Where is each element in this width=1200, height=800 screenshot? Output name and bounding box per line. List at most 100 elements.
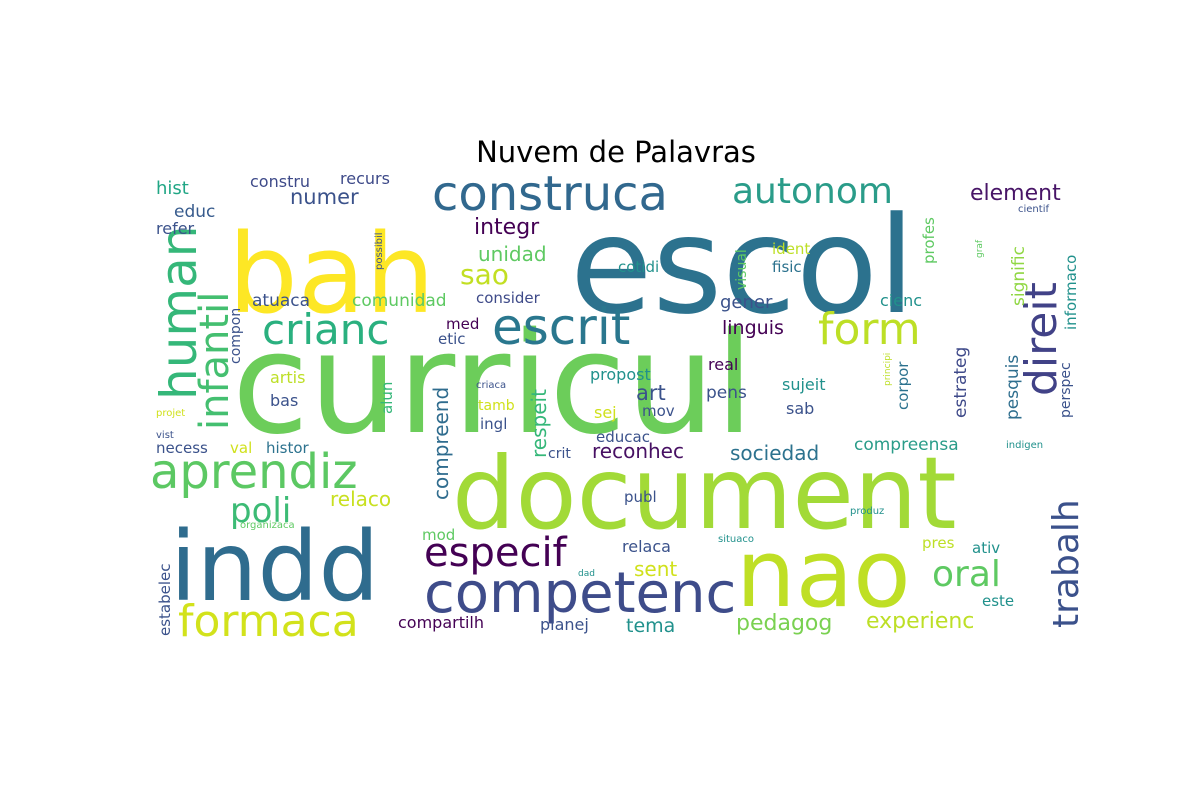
word-sociedad: sociedad [730, 441, 819, 465]
word-direit: direit [1016, 282, 1067, 396]
word-respeit: respeit [527, 389, 551, 458]
word-mov: mov [642, 402, 675, 420]
word-crit: crit [548, 446, 571, 462]
word-linguis: linguis [722, 317, 784, 339]
word-organizaca: organizaca [240, 520, 295, 531]
word-produz: produz [850, 506, 884, 517]
word-nao: nao [736, 520, 911, 629]
word-real: real [708, 355, 738, 374]
word-pres: pres [922, 534, 955, 552]
word-planej: planej [540, 615, 589, 634]
word-corpor: corpor [894, 361, 912, 410]
word-necess: necess [156, 439, 208, 457]
word-indigen: indigen [1006, 440, 1043, 451]
word-constru: constru [250, 172, 310, 191]
word-cienc: cienc [880, 291, 922, 310]
word-estabelec: estabelec [156, 563, 174, 636]
word-element: element [970, 181, 1061, 206]
word-curricul: curricul [232, 303, 754, 466]
word-projet: projet [156, 408, 185, 419]
word-crianc: crianc [262, 305, 389, 354]
word-sab: sab [786, 399, 814, 418]
word-criaca: criaca [476, 380, 506, 391]
word-unidad: unidad [478, 242, 547, 266]
word-aprendiz: aprendiz [150, 444, 358, 500]
word-refer: refer [156, 219, 195, 238]
word-artis: artis [270, 368, 305, 387]
word-comunidad: comunidad [352, 291, 447, 311]
word-informaco: informaco [1062, 255, 1080, 330]
word-autonom: autonom [732, 171, 893, 212]
word-etic: etic [438, 330, 466, 348]
word-escrit: escrit [492, 298, 630, 356]
word-bas: bas [270, 391, 298, 410]
word-compreensa: compreensa [854, 435, 959, 455]
word-ident: ident [772, 240, 810, 258]
word-este: este [982, 592, 1014, 610]
word-numer: numer [290, 185, 359, 209]
word-dad: dad [578, 569, 595, 579]
word-propost: propost [590, 365, 651, 384]
word-pens: pens [706, 383, 747, 403]
word-integr: integr [474, 215, 540, 240]
word-educac: educac [596, 428, 650, 446]
word-indd: indd [170, 511, 379, 623]
word-experienc: experienc [866, 609, 974, 634]
word-human: human [150, 226, 208, 400]
word-hist: hist [156, 178, 189, 199]
word-consider: consider [476, 289, 541, 307]
word-sej: sej [594, 403, 617, 422]
word-relaca: relaca [622, 537, 671, 556]
word-tema: tema [626, 615, 675, 637]
word-possibil: possibil [374, 232, 385, 270]
word-cientif: cientif [1018, 204, 1049, 215]
word-construca: construca [432, 166, 668, 222]
word-med: med [446, 315, 479, 333]
word-sujeit: sujeit [782, 375, 825, 394]
word-reconhec: reconhec [592, 439, 684, 463]
word-compon: compon [228, 308, 244, 364]
word-bah: bah [228, 210, 435, 338]
word-profes: profes [920, 217, 938, 264]
word-relaco: relaco [330, 487, 391, 511]
word-poli: poli [230, 491, 291, 531]
word-educ: educ [174, 202, 215, 222]
word-trabalh: trabalh [1046, 499, 1087, 628]
word-situaco: situaco [718, 534, 754, 545]
word-oral: oral [932, 554, 1001, 595]
word-mod: mod [422, 526, 455, 544]
word-visual: visual [734, 249, 750, 290]
word-perspec: perspec [1058, 362, 1074, 418]
word-ingl: ingl [480, 415, 507, 433]
word-compreend: compreend [429, 387, 453, 500]
word-val: val [230, 439, 252, 457]
word-escol: escol [570, 188, 915, 344]
word-tamb: tamb [478, 398, 515, 414]
word-gener: gener [720, 292, 773, 313]
word-competenc: competenc [424, 561, 736, 626]
word-compartilh: compartilh [398, 613, 484, 632]
word-form: form [818, 304, 921, 355]
word-pedagog: pedagog [736, 611, 832, 636]
chart-title: Nuvem de Palavras [476, 135, 756, 169]
word-ativ: ativ [972, 539, 1000, 557]
word-signific: signific [1009, 246, 1029, 306]
word-especif: especif [424, 530, 568, 576]
word-graf: graf [975, 239, 985, 258]
word-art: art [636, 381, 666, 405]
word-alun: alun [378, 382, 396, 414]
word-vist: vist [156, 430, 174, 441]
word-histor: histor [266, 439, 310, 457]
word-sao: sao [460, 258, 509, 291]
word-atuaca: atuaca [252, 291, 310, 311]
word-estrateg: estrateg [951, 347, 971, 418]
word-publ: publ [624, 488, 657, 506]
word-sent: sent [634, 557, 677, 581]
word-formaca: formaca [178, 596, 359, 647]
word-recurs: recurs [340, 169, 390, 188]
word-cotidi: cotidi [618, 258, 659, 276]
word-principi: principi [883, 353, 893, 386]
word-fisic: fisic [772, 258, 802, 276]
word-infantil: infantil [192, 292, 238, 430]
